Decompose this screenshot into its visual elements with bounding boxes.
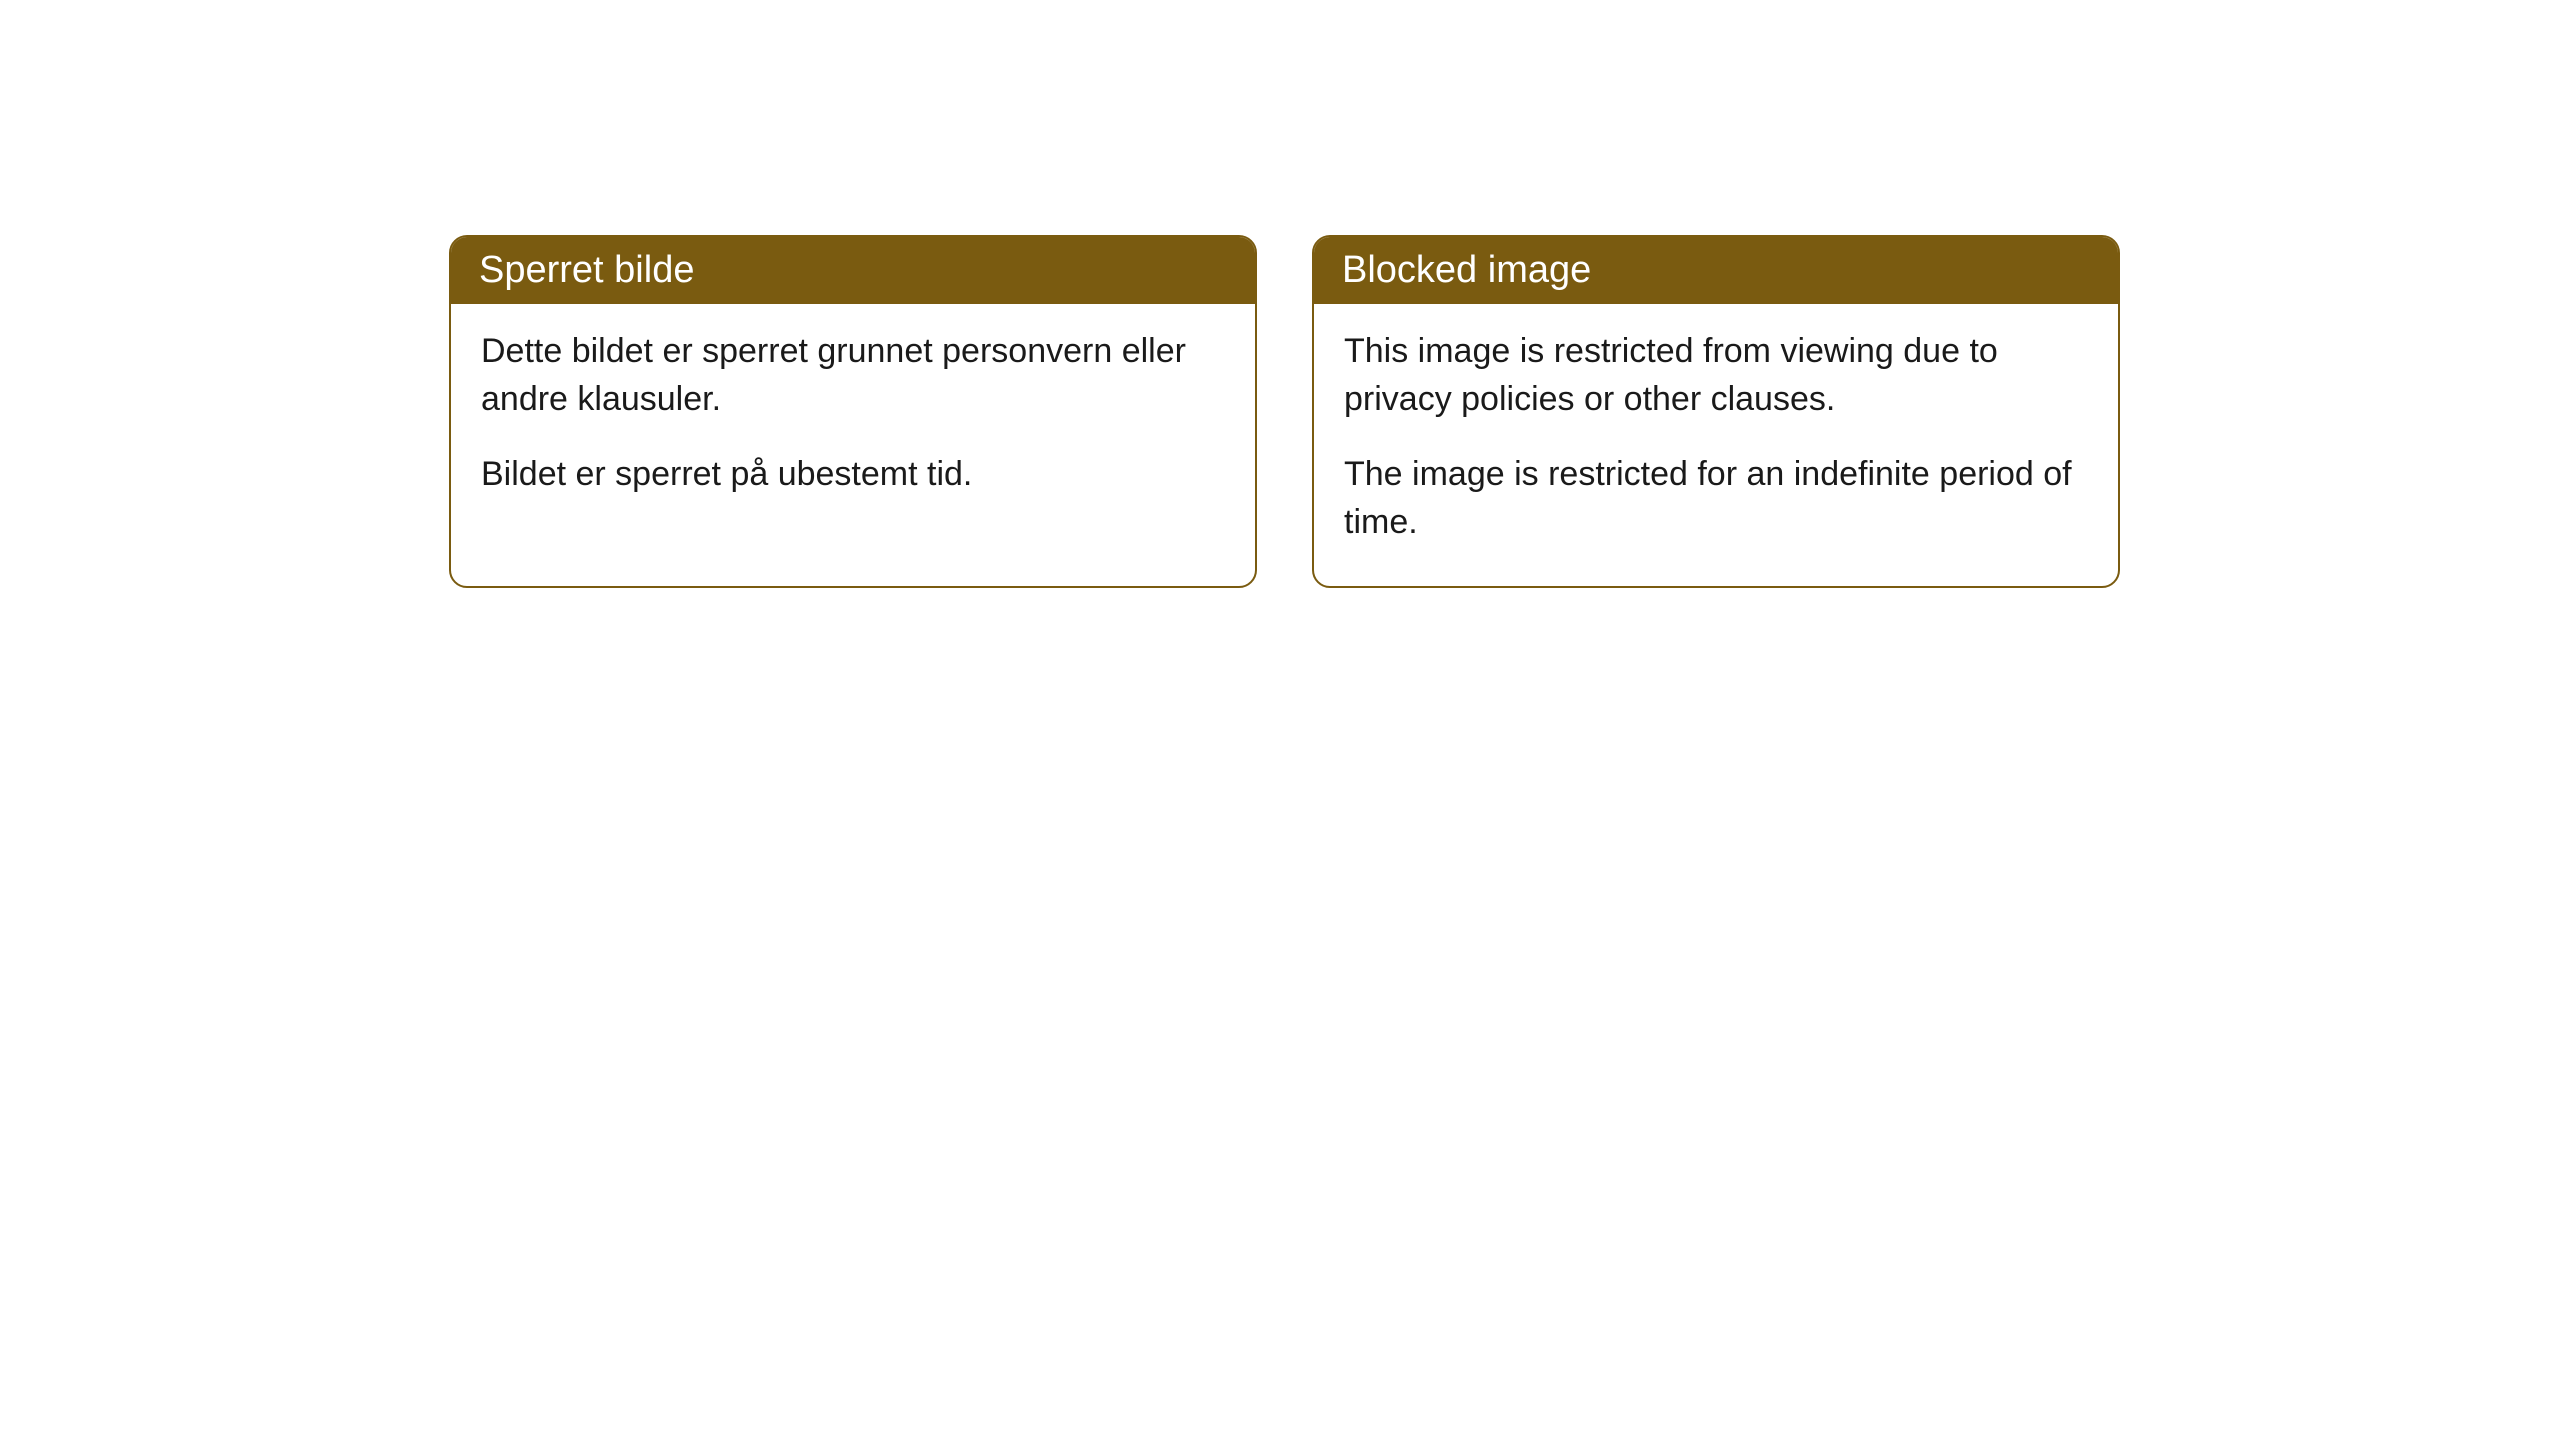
card-paragraph: This image is restricted from viewing du… — [1344, 328, 2088, 423]
card-header: Sperret bilde — [451, 237, 1255, 304]
card-body: Dette bildet er sperret grunnet personve… — [451, 304, 1255, 539]
card-paragraph: The image is restricted for an indefinit… — [1344, 451, 2088, 546]
card-paragraph: Bildet er sperret på ubestemt tid. — [481, 451, 1225, 499]
blocked-image-card-english: Blocked image This image is restricted f… — [1312, 235, 2120, 588]
card-body: This image is restricted from viewing du… — [1314, 304, 2118, 586]
blocked-image-card-norwegian: Sperret bilde Dette bildet er sperret gr… — [449, 235, 1257, 588]
notice-cards-container: Sperret bilde Dette bildet er sperret gr… — [449, 235, 2120, 588]
card-title: Sperret bilde — [479, 249, 694, 291]
card-header: Blocked image — [1314, 237, 2118, 304]
card-title: Blocked image — [1342, 249, 1591, 291]
card-paragraph: Dette bildet er sperret grunnet personve… — [481, 328, 1225, 423]
